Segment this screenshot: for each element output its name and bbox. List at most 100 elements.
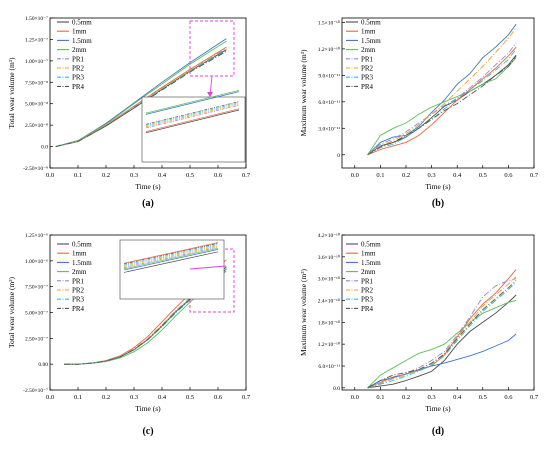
plot-frame [49,17,247,169]
legend-label: 2mm [361,46,376,54]
chart-panel-4: 0.0 0.1 0.2 0.3 0.4 0.5 0.6 0.7 0.0 6.0×10⁻¹¹ 1.2×… [299,232,539,437]
x-tick-label: 0.1 [376,172,384,179]
y-axis-label: Total wear volume (m³) [7,57,16,129]
legend-label: PR2 [72,65,85,73]
chart-panel-1: 0.0 0.1 0.2 0.3 0.4 0.5 0.6 0.7-2.50×10⁻⁸0.02.5… [7,16,251,209]
inset-series-line [123,243,219,265]
y-tick-label: 1.00×10⁻⁷ [25,59,48,65]
series-line-1mm [367,269,517,389]
y-axis-label: Maximum wear volume (m³) [299,268,308,356]
inset-series-line [145,109,240,134]
series-line-PR1 [367,42,517,156]
inset-series-line [145,104,240,129]
series-line-2mm [55,40,227,148]
y-tick-label: 3.6×10⁻¹⁰ [318,254,341,261]
y-tick-label: 1.5×10⁻¹⁰ [318,19,341,26]
legend-label: 1mm [72,28,87,36]
y-tick-label: 1.2×10⁻¹⁰ [318,46,341,53]
inset-series-line [145,91,240,115]
x-tick-label: 0.6 [214,172,223,179]
x-tick-label: 0.4 [158,394,167,401]
legend-label: PR4 [72,83,85,91]
panel-label: (b) [432,198,444,209]
y-tick-label: 0.0 [41,145,48,151]
x-tick-label: 0.0 [46,172,54,179]
panel-label: (c) [142,426,153,437]
legend-label: PR1 [72,55,85,63]
x-tick-label: 0.7 [242,172,251,179]
legend-label: PR3 [361,74,374,82]
x-tick-label: 0.7 [242,394,251,401]
x-tick-label: 0.2 [402,172,410,179]
legend-label: PR4 [72,305,85,313]
x-tick-label: 0.0 [46,394,54,401]
legend-label: 1.5mm [361,259,381,267]
legend-label: PR2 [72,287,85,295]
x-tick-label: 0.2 [102,172,110,179]
legend-label: 1mm [72,250,87,258]
x-tick-label: 0.7 [530,172,539,179]
zoom-arrow [189,265,227,270]
legend-label: PR3 [72,74,85,82]
zoom-arrow-head [207,92,213,97]
x-axis-label: Time (s) [135,404,161,413]
chart-panel-2: 0.0 0.1 0.2 0.3 0.4 0.5 0.6 0.7 0 3.0×10⁻¹¹ 6.0×10… [299,17,539,209]
inset-series-line [123,244,219,266]
plot-frame [341,234,535,391]
legend-label: 2mm [361,268,376,276]
inset-series-line [123,246,219,268]
legend-label: 1mm [361,28,376,36]
x-tick-label: 0.4 [453,394,462,401]
y-tick-label: -2.50×10⁻⁸ [23,166,48,172]
y-axis-label: Maximum wear volume (m³) [299,49,308,137]
legend-label: PR3 [361,296,374,304]
legend-label: 2mm [72,268,87,276]
inset-series-line [145,90,240,114]
x-tick-label: 0.5 [479,394,487,401]
y-tick-label: 5.00×10⁻⁸ [25,102,48,108]
x-tick-label: 0.6 [504,172,513,179]
inset-series-line [123,247,219,270]
y-tick-label: 6.0×10⁻¹¹ [318,364,340,370]
x-tick-label: 0.5 [186,394,194,401]
x-tick-label: 0.5 [186,172,194,179]
series-line-1mm [367,46,517,156]
series-line-PR2 [367,276,517,389]
legend-label: PR2 [361,65,374,73]
x-tick-label: 0.1 [74,172,82,179]
inset-frame [141,96,246,163]
legend-label: PR1 [361,277,374,285]
series-line-1.5mm [367,23,517,156]
x-axis-label: Time (s) [135,182,161,191]
series-line-2mm [367,300,517,389]
legend-label: 0.5mm [361,241,381,249]
legend-label: PR3 [72,296,85,304]
plot-frame [341,17,535,169]
y-tick-label: 1.8×10⁻¹⁰ [318,319,341,326]
x-tick-label: 0.0 [351,172,359,179]
y-tick-label: 3.0×10⁻¹¹ [318,126,340,132]
x-tick-label: 0.3 [130,394,138,401]
y-tick-label: 7.50×10⁻⁸ [25,80,48,86]
inset-series-line [145,103,240,128]
x-tick-label: 0.3 [428,394,436,401]
y-tick-label: 0.0 [333,386,340,392]
x-tick-label: 0.2 [102,394,110,401]
legend-label: 1.5mm [72,37,92,45]
y-tick-label: 1.2×10⁻¹⁰ [318,341,341,348]
x-tick-label: 0.2 [402,394,410,401]
inset-series-line [123,251,219,273]
series-line-1.5mm [367,333,517,389]
chart-panel-3: 0.0 0.1 0.2 0.3 0.4 0.5 0.6 0.7 -2.50×10⁻⁷ 0.00 2.… [7,233,251,437]
inset-series-line [145,108,240,132]
legend-label: 0.5mm [72,241,92,249]
y-tick-label: 1.25×10⁻⁶ [25,233,48,239]
inset-series-line [145,102,240,126]
y-tick-label: 0 [337,153,340,159]
y-tick-label: 6.0×10⁻¹¹ [318,100,340,106]
series-line-PR2 [367,27,517,156]
y-tick-label: 9.0×10⁻¹¹ [318,73,340,79]
y-tick-label: 4.2×10⁻¹⁰ [318,232,341,239]
x-tick-label: 0.3 [428,172,436,179]
x-tick-label: 0.1 [74,394,82,401]
